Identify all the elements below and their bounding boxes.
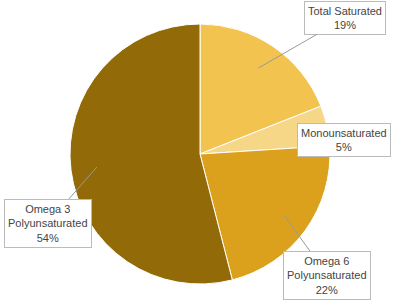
svg-text:Omega 3Polyunsaturated54%: Omega 3Polyunsaturated54% (8, 203, 88, 244)
svg-text:Total Saturated19%: Total Saturated19% (308, 5, 382, 31)
svg-text:Omega 6Polyunsaturated22%: Omega 6Polyunsaturated22% (287, 255, 367, 296)
svg-text:Monounsaturated5%: Monounsaturated5% (301, 127, 387, 153)
